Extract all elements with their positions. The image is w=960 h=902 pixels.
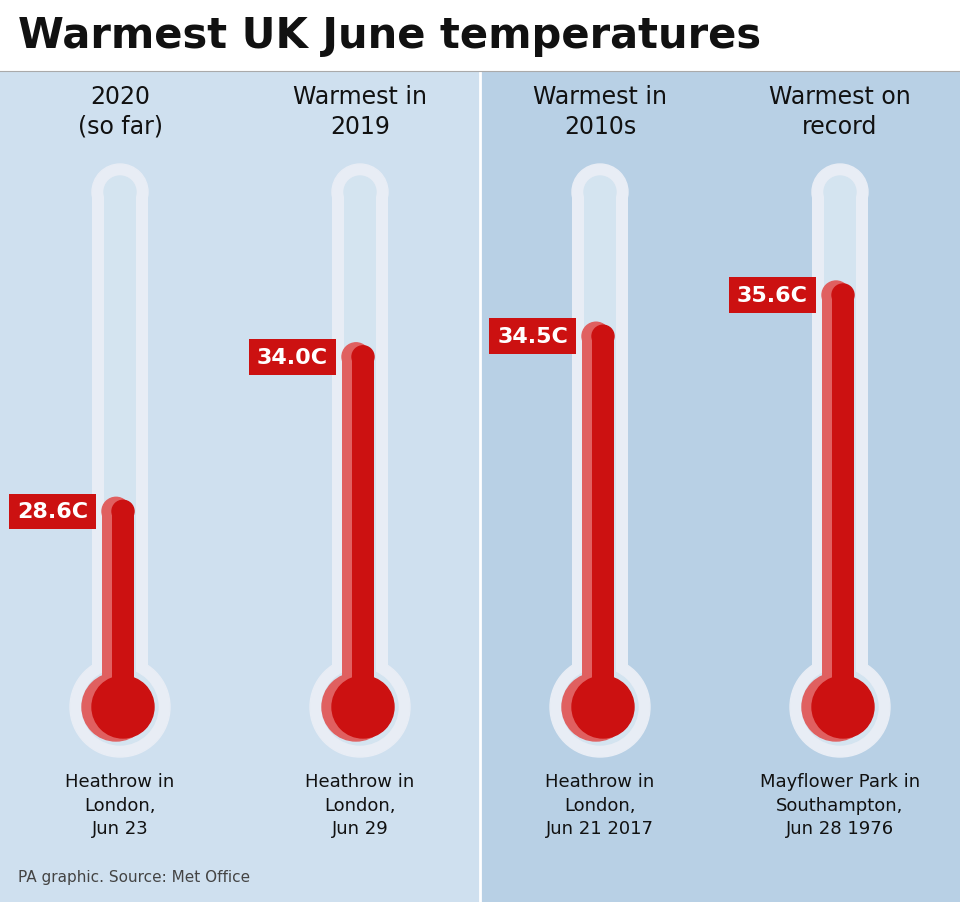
FancyBboxPatch shape — [342, 357, 370, 707]
Circle shape — [332, 165, 388, 221]
Circle shape — [572, 165, 628, 221]
Circle shape — [822, 281, 850, 309]
Text: Heathrow in
London,
Jun 23: Heathrow in London, Jun 23 — [65, 772, 175, 837]
Circle shape — [832, 285, 854, 307]
Circle shape — [584, 177, 616, 208]
Circle shape — [802, 669, 878, 745]
Circle shape — [344, 177, 376, 208]
Polygon shape — [0, 0, 480, 902]
Circle shape — [322, 673, 390, 741]
Circle shape — [550, 658, 650, 757]
FancyBboxPatch shape — [822, 296, 850, 707]
Circle shape — [322, 669, 398, 745]
FancyBboxPatch shape — [812, 193, 868, 707]
Text: 28.6C: 28.6C — [17, 502, 88, 521]
FancyBboxPatch shape — [92, 193, 148, 707]
Text: Heathrow in
London,
Jun 29: Heathrow in London, Jun 29 — [305, 772, 415, 837]
Polygon shape — [0, 0, 960, 72]
FancyBboxPatch shape — [582, 336, 610, 707]
Circle shape — [310, 658, 410, 757]
Circle shape — [562, 669, 638, 745]
FancyBboxPatch shape — [344, 193, 376, 707]
Text: 34.0C: 34.0C — [257, 347, 328, 367]
Circle shape — [82, 673, 150, 741]
Circle shape — [104, 177, 136, 208]
Circle shape — [790, 658, 890, 757]
Circle shape — [812, 165, 868, 221]
Text: Warmest UK June temperatures: Warmest UK June temperatures — [18, 15, 761, 57]
Text: 34.5C: 34.5C — [497, 327, 568, 346]
Text: Mayflower Park in
Southampton,
Jun 28 1976: Mayflower Park in Southampton, Jun 28 19… — [760, 772, 920, 837]
FancyBboxPatch shape — [332, 193, 388, 707]
FancyBboxPatch shape — [112, 511, 134, 707]
Text: Warmest on
record: Warmest on record — [769, 85, 911, 139]
Circle shape — [82, 669, 158, 745]
Circle shape — [92, 676, 154, 738]
Text: Warmest in
2019: Warmest in 2019 — [293, 85, 427, 139]
Circle shape — [582, 323, 610, 351]
Text: 35.6C: 35.6C — [737, 286, 808, 306]
FancyBboxPatch shape — [102, 511, 130, 707]
Circle shape — [112, 501, 134, 523]
Circle shape — [102, 498, 130, 526]
FancyBboxPatch shape — [584, 193, 616, 707]
Circle shape — [342, 344, 370, 372]
Circle shape — [562, 673, 630, 741]
Circle shape — [592, 326, 614, 348]
FancyBboxPatch shape — [824, 193, 856, 707]
Text: 2020
(so far): 2020 (so far) — [78, 85, 162, 139]
FancyBboxPatch shape — [352, 357, 374, 707]
Circle shape — [70, 658, 170, 757]
FancyBboxPatch shape — [104, 193, 136, 707]
Circle shape — [572, 676, 634, 738]
FancyBboxPatch shape — [832, 296, 854, 707]
Circle shape — [352, 346, 374, 368]
FancyBboxPatch shape — [572, 193, 628, 707]
Circle shape — [92, 165, 148, 221]
Text: PA graphic. Source: Met Office: PA graphic. Source: Met Office — [18, 869, 251, 884]
Circle shape — [824, 177, 856, 208]
FancyBboxPatch shape — [592, 336, 614, 707]
Text: Heathrow in
London,
Jun 21 2017: Heathrow in London, Jun 21 2017 — [545, 772, 655, 837]
Circle shape — [332, 676, 394, 738]
Text: Warmest in
2010s: Warmest in 2010s — [533, 85, 667, 139]
Circle shape — [812, 676, 874, 738]
Polygon shape — [480, 0, 960, 902]
Circle shape — [802, 673, 870, 741]
